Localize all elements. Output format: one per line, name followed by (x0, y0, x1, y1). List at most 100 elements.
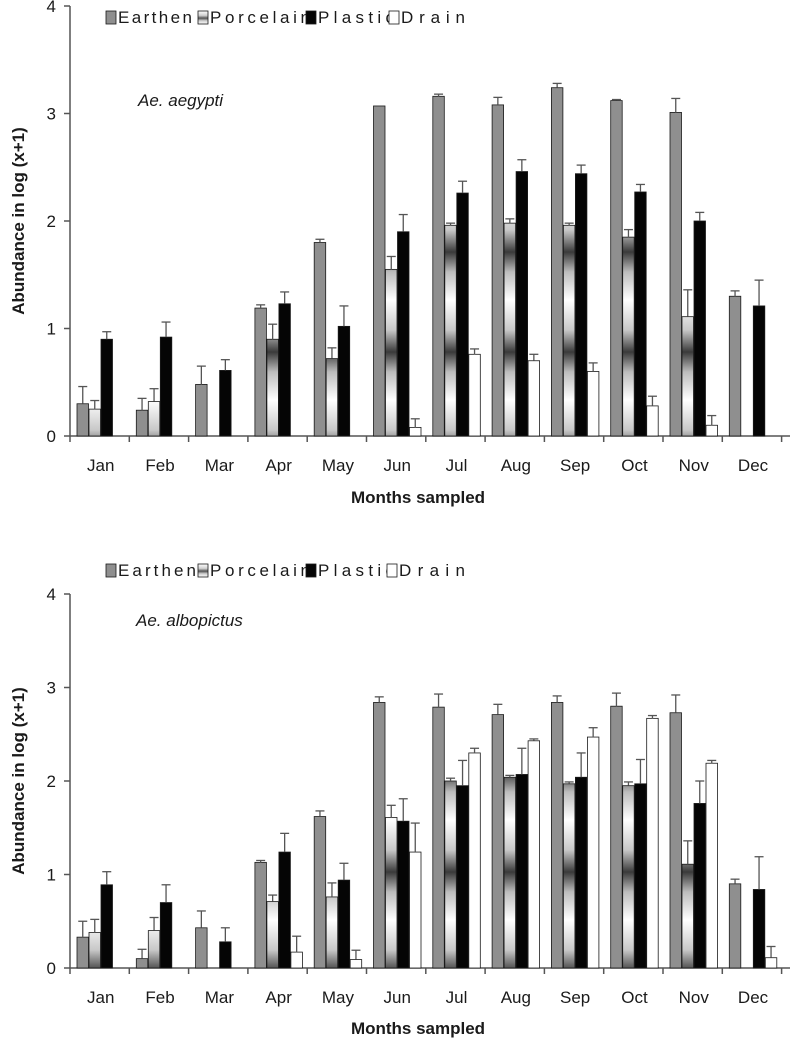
bar-porcelain-oct (622, 785, 635, 969)
bar-porcelain-feb (147, 930, 161, 969)
x-tick-label-oct: Oct (621, 456, 648, 475)
bar-drain-jun (409, 851, 422, 969)
bar-plastic-nov (693, 803, 706, 969)
x-axis-title: Months sampled (351, 1019, 485, 1038)
x-tick-label-nov: Nov (679, 456, 710, 475)
bar-plastic-jul (456, 785, 469, 969)
bar-earthen-apr (254, 861, 267, 969)
bar-plastic-nov (693, 220, 706, 437)
bar-plastic-aug (515, 774, 528, 969)
bar-earthen-aug (491, 714, 505, 969)
y-axis-title: Abundance in log (x+1) (9, 127, 28, 315)
bar-porcelain-jan (88, 408, 101, 437)
bar-earthen-mar (195, 383, 208, 437)
y-tick-label: 0 (47, 959, 56, 978)
y-tick-label: 3 (47, 105, 56, 124)
bar-drain-nov (705, 424, 718, 437)
bar-plastic-aug (515, 171, 528, 437)
bar-plastic-feb (159, 336, 173, 437)
x-tick-label-jun: Jun (384, 988, 411, 1007)
x-tick-label-oct: Oct (621, 988, 648, 1007)
y-tick-label: 1 (47, 320, 56, 339)
legend-swatch-porcelain (197, 563, 209, 578)
legend-swatch-porcelain (197, 10, 209, 25)
bar-earthen-jan (76, 936, 89, 969)
bar-drain-jun (409, 426, 422, 437)
legend-swatch-earthen (105, 10, 117, 25)
y-tick-label: 4 (47, 0, 56, 16)
bar-plastic-sep (575, 173, 588, 437)
bar-earthen-may (313, 816, 327, 969)
bar-earthen-feb (135, 409, 149, 437)
legend-label-porcelain: Porcelain (210, 561, 310, 580)
y-axis-title: Abundance in log (x+1) (9, 687, 28, 875)
bar-earthen-jun (373, 702, 386, 969)
legend-swatch-earthen (105, 563, 117, 578)
bar-drain-jul (468, 353, 481, 437)
legend-swatch-plastic (305, 10, 317, 25)
bar-porcelain-may (325, 896, 339, 969)
x-tick-label-jan: Jan (87, 456, 114, 475)
bar-earthen-aug (491, 104, 505, 437)
bar-drain-sep (587, 736, 600, 969)
x-tick-label-dec: Dec (738, 988, 769, 1007)
bar-earthen-mar (195, 927, 208, 969)
x-tick-label-jul: Jul (446, 456, 468, 475)
x-tick-label-sep: Sep (560, 988, 590, 1007)
bar-porcelain-jan (88, 932, 101, 969)
x-tick-label-mar: Mar (205, 456, 235, 475)
bar-earthen-may (313, 242, 327, 437)
legend-label-plastic: Plastic (318, 561, 395, 580)
bar-porcelain-nov (681, 316, 694, 437)
bar-plastic-jun (397, 820, 410, 969)
legend-label-drain: Drain (399, 561, 465, 580)
bar-plastic-jan (100, 338, 113, 437)
bar-plastic-mar (219, 370, 232, 437)
x-tick-label-apr: Apr (265, 456, 292, 475)
bar-porcelain-feb (147, 401, 161, 437)
bar-plastic-dec (752, 889, 766, 969)
bar-porcelain-oct (622, 236, 635, 437)
bar-earthen-jan (76, 403, 89, 437)
bar-earthen-nov (669, 712, 682, 969)
x-tick-label-apr: Apr (265, 988, 292, 1007)
x-tick-label-dec: Dec (738, 456, 769, 475)
bar-drain-oct (646, 405, 659, 437)
y-tick-label: 2 (47, 212, 56, 231)
legend-label-porcelain: Porcelain (210, 8, 310, 27)
bar-plastic-dec (752, 305, 766, 437)
bar-drain-oct (646, 717, 659, 969)
legend-label-plastic: Plastic (318, 8, 395, 27)
x-tick-label-aug: Aug (501, 456, 531, 475)
bar-porcelain-nov (681, 863, 694, 969)
bar-earthen-jul (432, 706, 445, 969)
bar-earthen-oct (610, 100, 623, 437)
y-tick-label: 0 (47, 427, 56, 446)
legend-swatch-drain (386, 563, 398, 578)
bar-plastic-jun (397, 231, 410, 437)
bar-plastic-oct (634, 191, 647, 437)
bar-earthen-nov (669, 112, 682, 437)
bar-earthen-oct (610, 705, 623, 969)
bar-earthen-sep (551, 702, 564, 969)
y-tick-label: 2 (47, 772, 56, 791)
x-tick-label-aug: Aug (501, 988, 531, 1007)
bar-plastic-apr (278, 303, 291, 437)
legend-label-drain: Drain (401, 8, 465, 27)
bar-drain-may (349, 959, 363, 969)
bar-plastic-apr (278, 851, 291, 969)
bar-porcelain-jun (385, 817, 398, 969)
bar-plastic-may (337, 325, 351, 437)
x-tick-label-jun: Jun (384, 456, 411, 475)
bar-porcelain-aug (503, 222, 517, 437)
bar-earthen-jun (373, 105, 386, 437)
x-tick-label-jul: Jul (446, 988, 468, 1007)
bar-earthen-apr (254, 307, 267, 437)
bar-earthen-dec (728, 295, 742, 437)
bar-drain-aug (527, 740, 540, 969)
x-tick-label-sep: Sep (560, 456, 590, 475)
bar-drain-jul (468, 752, 481, 969)
bar-porcelain-aug (503, 776, 517, 969)
legend-label-earthen: Earthen (118, 561, 196, 580)
